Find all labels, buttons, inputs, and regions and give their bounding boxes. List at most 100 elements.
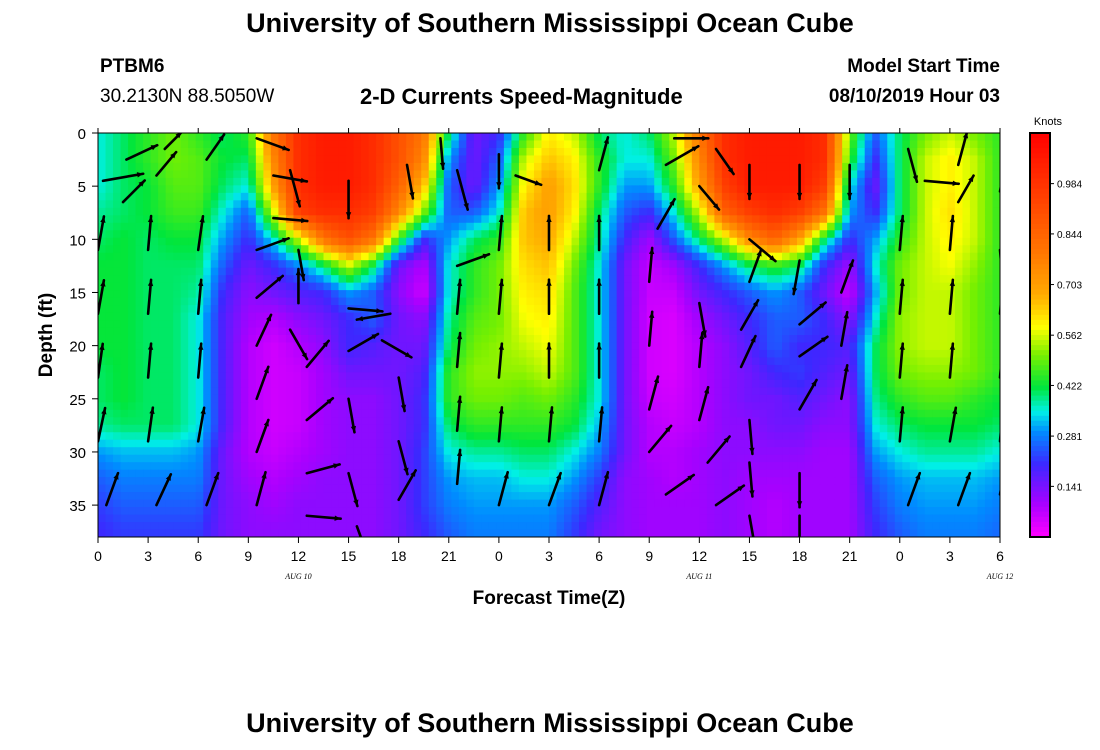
heatmap-cell	[962, 245, 971, 254]
heatmap-cell	[481, 170, 490, 179]
heatmap-cell	[902, 260, 911, 269]
heatmap-cell	[751, 207, 761, 216]
heatmap-cell	[992, 192, 1000, 201]
heatmap-cell	[669, 305, 678, 314]
heatmap-cell	[842, 140, 851, 149]
heatmap-cell	[962, 252, 971, 261]
heatmap-cell	[812, 185, 821, 194]
heatmap-cell	[518, 364, 528, 374]
heatmap-cell	[691, 245, 700, 254]
heatmap-cell	[564, 439, 573, 448]
heatmap-cell	[969, 162, 979, 172]
heatmap-cell	[488, 394, 497, 403]
heatmap-cell	[556, 417, 565, 426]
heatmap-cell	[939, 342, 948, 351]
heatmap-cell	[503, 432, 513, 441]
heatmap-cell	[353, 357, 362, 366]
heatmap-cell	[984, 230, 994, 239]
heatmap-cell	[631, 230, 640, 239]
heatmap-cell	[654, 245, 663, 254]
heatmap-cell	[924, 357, 933, 366]
heatmap-cell	[736, 230, 746, 239]
heatmap-cell	[331, 290, 340, 299]
heatmap-cell	[992, 215, 1000, 224]
heatmap-cell	[984, 402, 994, 411]
heatmap-cell	[932, 409, 941, 418]
heatmap-cell	[210, 297, 219, 306]
heatmap-cell	[511, 320, 520, 329]
heatmap-cell	[924, 155, 933, 164]
heatmap-cell	[541, 349, 550, 359]
heatmap-cell	[571, 364, 580, 374]
heatmap-cell	[533, 439, 543, 448]
heatmap-cell	[511, 327, 520, 336]
heatmap-cell	[872, 237, 881, 246]
heatmap-cell	[706, 185, 715, 194]
heatmap-cell	[451, 290, 460, 299]
heatmap-cell	[924, 417, 933, 426]
heatmap-cell	[827, 147, 836, 157]
heatmap-cell	[962, 275, 971, 284]
heatmap-cell	[782, 147, 791, 157]
heatmap-cell	[488, 439, 497, 448]
heatmap-cell	[331, 192, 340, 201]
heatmap-cell	[571, 320, 580, 329]
heatmap-cell	[541, 222, 550, 231]
heatmap-cell	[676, 364, 685, 374]
heatmap-cell	[631, 305, 640, 314]
heatmap-cell	[368, 252, 377, 261]
heatmap-cell	[939, 327, 948, 336]
heatmap-cell	[864, 207, 873, 216]
heatmap-cell	[954, 275, 964, 284]
heatmap-cell	[594, 207, 603, 216]
heatmap-cell	[774, 394, 783, 403]
heatmap-cell	[654, 140, 663, 149]
heatmap-cell	[857, 200, 866, 209]
heatmap-cell	[947, 155, 956, 164]
heatmap-cell	[218, 379, 227, 388]
heatmap-cell	[639, 372, 648, 381]
heatmap-cell	[285, 342, 295, 351]
heatmap-cell	[346, 282, 355, 291]
heatmap-cell	[315, 312, 325, 321]
heatmap-cell	[857, 275, 866, 284]
heatmap-cell	[233, 147, 242, 157]
heatmap-cell	[962, 379, 971, 388]
heatmap-cell	[128, 133, 137, 142]
heatmap-cell	[616, 432, 625, 441]
heatmap-cell	[797, 357, 806, 366]
heatmap-cell	[315, 439, 325, 448]
heatmap-cell	[323, 170, 332, 179]
heatmap-cell	[984, 409, 994, 418]
heatmap-cell	[398, 185, 407, 194]
heatmap-cell	[113, 260, 122, 269]
heatmap-cell	[391, 252, 400, 261]
heatmap-cell	[308, 237, 317, 246]
heatmap-cell	[511, 349, 520, 359]
heatmap-cell	[278, 275, 287, 284]
heatmap-cell	[691, 364, 700, 374]
heatmap-cell	[451, 372, 460, 381]
heatmap-cell	[842, 237, 851, 246]
heatmap-cell	[248, 372, 257, 381]
heatmap-cell	[812, 147, 821, 157]
heatmap-cell	[691, 177, 700, 186]
heatmap-cell	[383, 297, 392, 306]
heatmap-cell	[143, 133, 152, 142]
heatmap-cell	[842, 387, 851, 396]
heatmap-cell	[984, 215, 994, 224]
heatmap-cell	[413, 364, 422, 374]
heatmap-cell	[721, 245, 730, 254]
heatmap-cell	[932, 230, 941, 239]
heatmap-cell	[263, 297, 272, 306]
heatmap-cell	[594, 335, 603, 344]
heatmap-cell	[721, 260, 730, 269]
heatmap-cell	[278, 409, 287, 418]
heatmap-cell	[706, 417, 715, 426]
heatmap-cell	[233, 349, 242, 359]
heatmap-cell	[331, 260, 340, 269]
heatmap-cell	[684, 170, 693, 179]
heatmap-cell	[293, 327, 302, 336]
heatmap-cell	[406, 364, 415, 374]
heatmap-cell	[203, 387, 212, 396]
